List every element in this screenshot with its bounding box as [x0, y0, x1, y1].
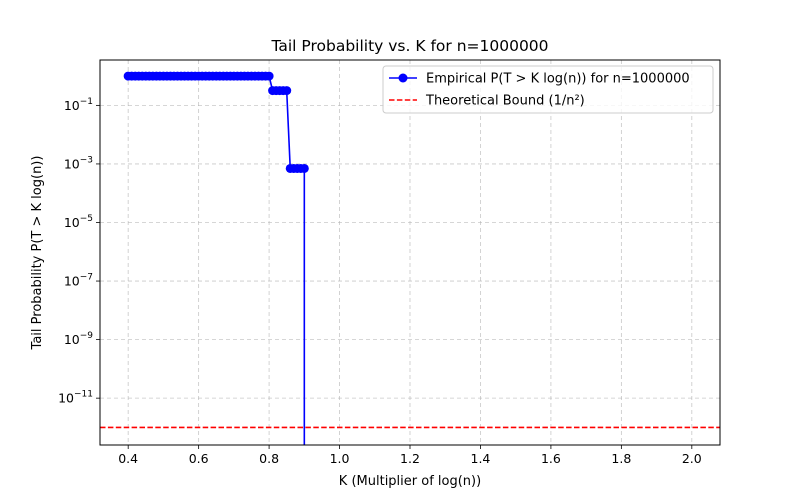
y-tick-label: 10−3	[64, 155, 93, 171]
y-tick-label: 10−7	[64, 273, 93, 289]
legend: Empirical P(T > K log(n)) for n=1000000 …	[382, 65, 714, 114]
y-tick-label: 10−11	[58, 390, 93, 406]
data-point	[299, 163, 309, 173]
x-tick-label: 1.0	[330, 451, 350, 466]
legend-box	[382, 65, 714, 114]
x-axis: 0.4 0.6 0.8 1.0 1.2 1.4 1.6 1.8 2.0	[118, 445, 702, 466]
x-tick-label: 0.4	[118, 451, 138, 466]
x-tick-label: 1.8	[611, 451, 631, 466]
chart-title: Tail Probability vs. K for n=1000000	[270, 37, 548, 55]
y-axis: 10−1 10−3 10−5 10−7 10−9 10−11	[58, 97, 100, 406]
y-tick-label: 10−1	[64, 97, 93, 113]
x-tick-label: 0.6	[189, 451, 209, 466]
x-tick-label: 2.0	[682, 451, 702, 466]
legend-empirical-label: Empirical P(T > K log(n)) for n=1000000	[426, 72, 690, 87]
x-axis-label: K (Multiplier of log(n))	[339, 474, 481, 489]
legend-bound-label: Theoretical Bound (1/n²)	[425, 94, 585, 109]
data-point	[282, 86, 292, 96]
data-point	[264, 71, 274, 81]
legend-empirical-marker	[398, 73, 408, 83]
y-tick-label: 10−5	[64, 214, 93, 230]
y-axis-label: Tail Probability P(T > K log(n))	[30, 156, 45, 351]
series-layer	[100, 71, 720, 445]
y-tick-label: 10−9	[64, 331, 93, 347]
x-tick-label: 1.6	[541, 451, 561, 466]
x-tick-label: 1.4	[471, 451, 491, 466]
plot-area	[100, 71, 720, 445]
x-tick-label: 0.8	[259, 451, 279, 466]
x-tick-label: 1.2	[400, 451, 420, 466]
